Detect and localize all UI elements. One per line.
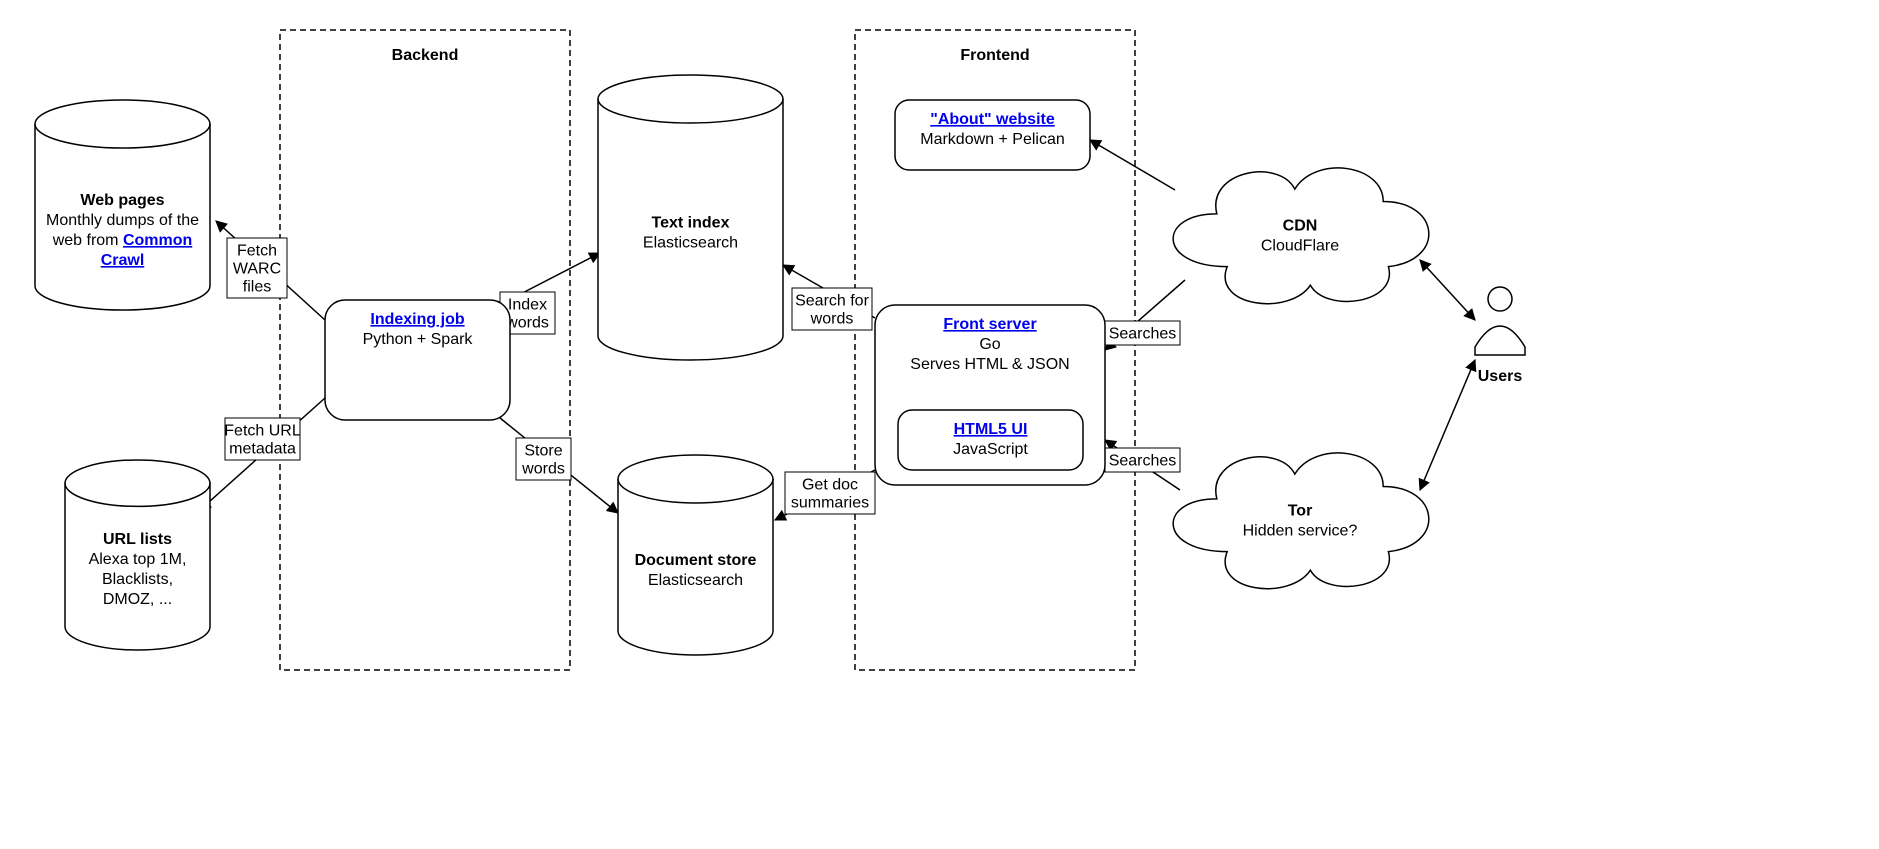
node-url_lists: URL lists Alexa top 1M, Blacklists, DMOZ, .… [65, 460, 210, 650]
node-title: Web pages [80, 192, 164, 209]
node-indexing_job: Indexing job Python + Spark [325, 300, 510, 420]
edge-label: Store [524, 442, 562, 459]
edge-label: words [521, 460, 565, 477]
node-text: Monthly dumps of the [46, 212, 199, 229]
node-cdn: CDN CloudFlare [1173, 168, 1429, 304]
architecture-diagram: Backend Frontend FetchWARCfiles Fetch URLm… [0, 0, 1879, 849]
edge-users-tor [1420, 360, 1475, 490]
group-label: Backend [392, 47, 459, 64]
edge-tor-front_server: Searches [1105, 440, 1180, 490]
edge-label: Searches [1109, 325, 1177, 342]
node-text_index: Text index Elasticsearch [598, 75, 783, 360]
edge-label: Searches [1109, 452, 1177, 469]
node-text: web from Common [52, 232, 193, 249]
node-tor: Tor Hidden service? [1173, 453, 1429, 589]
edge-users-cdn [1420, 260, 1475, 320]
edge-front_server-text_index: Search forwords [783, 265, 875, 330]
edge-label: Index [508, 296, 547, 313]
edge-label: metadata [229, 440, 296, 457]
node-title: CDN [1283, 218, 1318, 235]
edge-cdn-about_site [1090, 140, 1175, 190]
node-link[interactable]: "About" website [930, 111, 1055, 128]
node-text: Elasticsearch [648, 572, 743, 589]
node-text: Python + Spark [363, 331, 474, 348]
node-doc_store: Document store Elasticsearch [618, 455, 773, 655]
node-text: Blacklists, [102, 571, 173, 588]
edge-label: Fetch [237, 242, 277, 259]
node-title: Tor [1288, 503, 1313, 520]
edge-label: WARC [233, 260, 281, 277]
edge-label: Fetch URL [224, 422, 301, 439]
edge-front_server-doc_store: Get docsummaries [775, 470, 875, 520]
edge-indexing_job-text_index: Indexwords [500, 253, 600, 334]
node-title: URL lists [103, 531, 172, 548]
node-text: Go [979, 336, 1000, 353]
edge-indexing_job-url_lists: Fetch URLmetadata [200, 398, 325, 510]
node-web_pages: Web pages Monthly dumps of the web from Co… [35, 100, 210, 310]
edge-cdn-front_server: Searches [1105, 280, 1185, 350]
node-text: CloudFlare [1261, 238, 1339, 255]
node-text: Serves HTML & JSON [910, 356, 1069, 373]
edge-label: words [505, 314, 549, 331]
edge-label: Get doc [802, 476, 858, 493]
node-title: Users [1478, 368, 1523, 385]
node-link[interactable]: Indexing job [370, 311, 464, 328]
edge-label: words [810, 310, 854, 327]
node-text: Markdown + Pelican [920, 131, 1065, 148]
node-title: Document store [635, 552, 757, 569]
edge-label: summaries [791, 494, 869, 511]
node-link[interactable]: HTML5 UI [954, 421, 1028, 438]
node-text: Alexa top 1M, [89, 551, 187, 568]
link-common-crawl[interactable]: Crawl [101, 252, 145, 269]
edge-indexing_job-doc_store: Storewords [500, 418, 618, 513]
node-html5_ui: HTML5 UI JavaScript [898, 410, 1083, 470]
link-common-crawl[interactable]: Common [123, 232, 192, 249]
node-text: Hidden service? [1243, 523, 1358, 540]
edge-label: files [243, 278, 271, 295]
edge-indexing_job-web_pages: FetchWARCfiles [216, 221, 325, 320]
node-title: Text index [652, 215, 730, 232]
edge-label: Search for [795, 292, 869, 309]
node-link[interactable]: Front server [943, 316, 1036, 333]
node-text: Elasticsearch [643, 235, 738, 252]
node-text: DMOZ, ... [103, 591, 172, 608]
node-about_site: "About" website Markdown + Pelican [895, 100, 1090, 170]
group-label: Frontend [960, 47, 1029, 64]
node-users: Users [1475, 287, 1525, 385]
node-text: JavaScript [953, 441, 1028, 458]
